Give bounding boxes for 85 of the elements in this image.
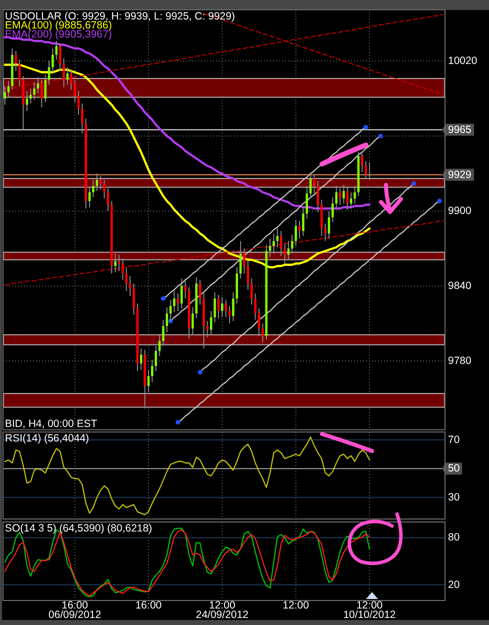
ref-line-label: 50 [448,462,460,475]
candlestick [81,103,84,134]
candlestick [224,299,227,318]
point [437,198,442,204]
candlestick [173,290,176,313]
chart-title: RSI(14) (56,4044) [5,432,90,444]
point [364,124,368,130]
candlestick [320,199,323,236]
candlestick [302,206,304,236]
candlestick [262,323,264,343]
candlestick [272,233,275,254]
x-tick-label: 12:00 10/10/2012 [343,600,396,621]
chart-title: SO(14 3 5) (64,5390) (80,6218) [5,522,152,534]
candlestick [332,196,334,223]
candlestick [346,186,349,210]
candlestick [335,186,338,209]
candlestick [99,176,102,190]
candlestick [284,243,286,264]
candlestick [214,292,216,323]
candlestick [7,80,10,98]
candlestick [29,88,32,104]
y-tick-label: 9840 [448,280,472,292]
candlestick [180,278,183,309]
candlestick [33,82,36,100]
candlestick [14,50,18,72]
y-tick-label: 20 [448,578,460,591]
candlestick [52,48,54,73]
x-tick-label: 12:00 [282,600,310,612]
candlestick [151,359,154,383]
candlestick [40,79,43,108]
candlestick [192,306,194,336]
candlestick [210,310,212,336]
point [176,420,180,425]
line-series [4,220,444,286]
candlestick [360,153,364,173]
y-tick-label: 30 [448,491,460,504]
annotation: BID, H4, 00:00 EST [5,418,98,430]
candlestick [206,320,209,338]
candlestick [254,293,256,320]
candlestick [74,79,76,103]
candlestick [306,186,308,219]
ref-line-label: 9965 [448,124,472,136]
candlestick [103,179,106,199]
candlestick [324,223,326,242]
candlestick [232,292,234,322]
line-series [177,200,440,423]
x-tick-label: 12:00 24/09/2012 [196,600,249,621]
candlestick [122,258,124,280]
y-tick-label: 70 [448,434,460,446]
candlestick [44,74,46,103]
candlestick [92,179,94,198]
point [198,370,202,375]
candlestick [140,348,142,370]
y-tick-label: 9780 [448,355,472,367]
candlestick [364,160,367,179]
candlestick [154,346,157,372]
candlestick [125,266,128,292]
candlestick [66,66,69,86]
candlestick [114,253,116,273]
y-tick-label: 9900 [448,205,472,217]
candlestick [55,40,58,60]
candlestick [313,174,316,194]
y-tick-label: 80 [448,532,460,544]
candlestick [132,283,135,316]
candlestick [62,58,65,88]
candlestick [342,184,345,204]
candlestick [291,234,294,254]
point [160,296,166,301]
candlestick [287,240,290,260]
candlestick [70,69,72,90]
candlestick [221,296,224,318]
candlestick [184,280,186,299]
point [411,181,416,186]
y-tick-label: 10020 [448,55,478,67]
x-tick-label: 16:00 [135,600,162,612]
candlestick [243,248,246,274]
candlestick [162,319,164,346]
candlestick [250,278,253,306]
point [378,134,383,138]
candlestick [354,186,356,204]
candlestick [4,86,6,106]
candlestick [294,219,297,246]
ref-line-label: 9929 [448,168,472,181]
x-tick-label: 16:00 06/09/2012 [48,600,102,621]
candlestick [26,90,28,112]
